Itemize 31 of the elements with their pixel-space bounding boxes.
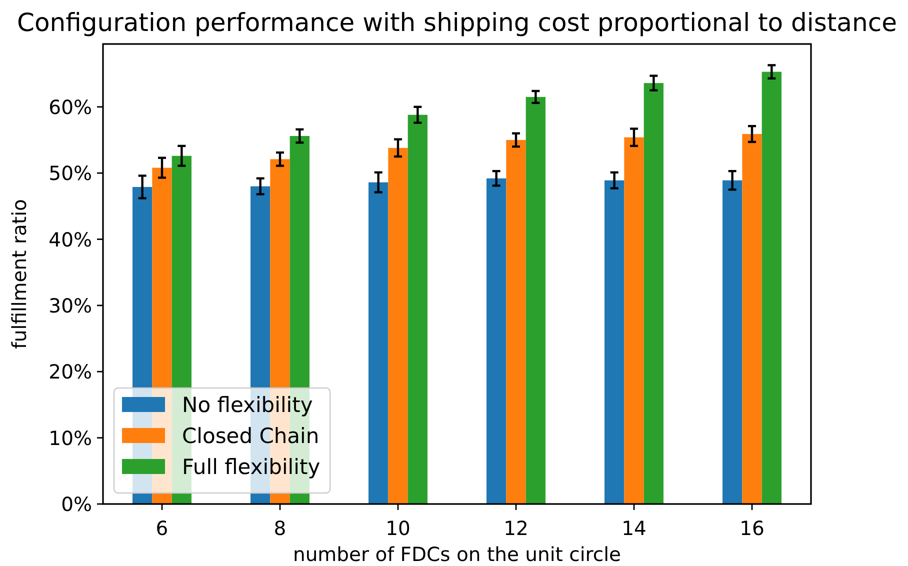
x-tick-label: 12	[504, 517, 528, 540]
bar	[526, 96, 546, 504]
legend-label: No flexibility	[182, 393, 313, 418]
legend-label: Full flexibility	[182, 455, 320, 480]
x-tick-label: 14	[622, 517, 646, 540]
y-tick-label: 20%	[48, 360, 92, 384]
chart-title: Configuration performance with shipping cost proportional to distance	[17, 8, 897, 37]
y-tick-label: 50%	[48, 162, 92, 186]
legend-label: Closed Chain	[182, 424, 320, 448]
y-tick-label: 30%	[48, 294, 92, 318]
bar	[408, 114, 428, 504]
y-tick-label: 10%	[48, 426, 92, 450]
y-axis-title: fulfillment ratio	[8, 199, 31, 349]
bar	[644, 83, 664, 504]
bar	[368, 182, 388, 504]
x-tick-label: 8	[274, 517, 286, 540]
x-tick-label: 6	[156, 517, 168, 540]
bar	[762, 72, 782, 504]
bar	[722, 180, 742, 504]
bar	[742, 134, 762, 504]
x-axis-title: number of FDCs on the unit circle	[292, 543, 622, 566]
bar	[506, 140, 526, 504]
bar	[624, 137, 644, 504]
bar	[388, 148, 408, 504]
bar	[486, 178, 506, 504]
y-tick-label: 0%	[61, 493, 92, 516]
bar	[604, 180, 624, 504]
x-tick-label: 10	[386, 517, 410, 540]
y-tick-label: 60%	[48, 96, 92, 119]
y-tick-label: 40%	[48, 228, 92, 252]
x-tick-label: 16	[740, 517, 764, 540]
